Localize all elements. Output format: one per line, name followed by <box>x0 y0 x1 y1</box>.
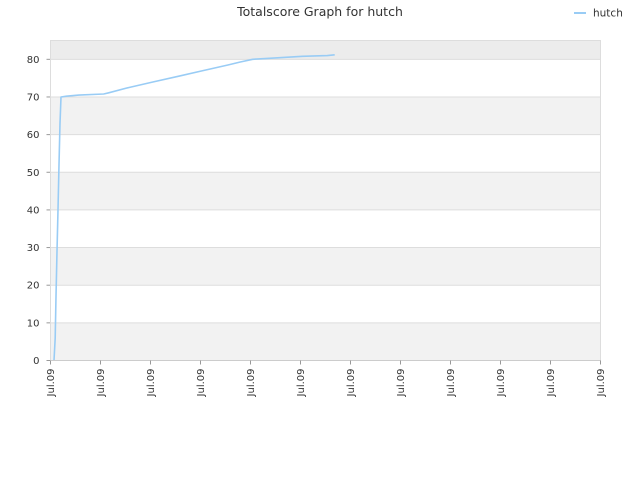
x-tick-label: Jul.09 <box>396 369 407 398</box>
y-tick-label: 20 <box>27 281 40 292</box>
axes: 0 10 20 30 40 50 60 70 80 Jul.09 Jul.09 Jul.09 Jul.0… <box>27 40 607 398</box>
x-tick-label: Jul.09 <box>146 369 157 398</box>
plot-band <box>50 40 601 60</box>
plot-band <box>50 96 601 135</box>
x-tick-label: Jul.09 <box>196 369 207 398</box>
x-tick-label: Jul.09 <box>296 369 307 398</box>
x-tick-label: Jul.09 <box>446 369 457 398</box>
plot-band <box>50 209 601 248</box>
y-tick-label: 30 <box>27 243 40 254</box>
y-tick-label: 60 <box>27 130 40 141</box>
plot-band <box>50 247 601 286</box>
plot-band <box>50 134 601 173</box>
x-tick-label: Jul.09 <box>246 369 257 398</box>
plot-band <box>50 285 601 323</box>
legend[interactable]: hutch <box>574 8 623 20</box>
plot-band <box>50 172 601 210</box>
x-tick-label: Jul.09 <box>46 369 57 398</box>
plot-bands <box>50 40 601 361</box>
plot-band <box>50 322 601 361</box>
y-tick-label: 50 <box>27 168 40 179</box>
x-tick-label: Jul.09 <box>596 369 607 398</box>
plot-band <box>50 59 601 97</box>
chart-title: Totalscore Graph for hutch <box>236 4 403 19</box>
y-tick-label: 70 <box>27 92 40 103</box>
series-layer <box>53 54 335 361</box>
grid-lines <box>50 58 601 361</box>
x-tick-label: Jul.09 <box>546 369 557 398</box>
x-tick-label: Jul.09 <box>496 369 507 398</box>
x-tick-label: Jul.09 <box>96 369 107 398</box>
x-tick-label: Jul.09 <box>346 369 357 398</box>
y-tick-label: 40 <box>27 205 40 216</box>
series-line-hutch <box>53 54 335 361</box>
y-tick-label: 0 <box>33 356 39 367</box>
y-tick-label: 80 <box>27 55 40 66</box>
legend-label: hutch <box>593 8 623 20</box>
y-tick-label: 10 <box>27 318 40 329</box>
